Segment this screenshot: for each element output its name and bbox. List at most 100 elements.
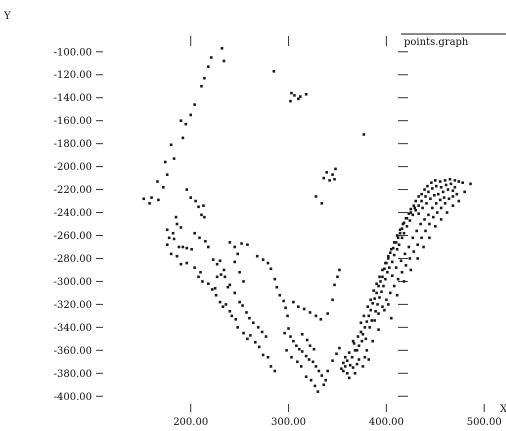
data-point [424,195,427,198]
data-point [368,326,372,329]
data-point [150,196,153,199]
data-point [331,173,334,176]
data-point [443,179,447,182]
data-point [353,349,357,352]
data-point [203,76,206,80]
data-point [175,222,179,226]
data-point [162,185,165,189]
data-point [343,365,347,368]
data-point [378,296,381,299]
data-point [295,344,298,348]
data-point [352,342,356,345]
data-point [313,384,317,388]
y-axis: Y -100.00 -120.00 -140.00 -160.00 -180.00 -20… [3,11,103,403]
data-point [451,204,455,207]
data-point [413,206,417,210]
data-point [333,283,336,287]
x-tick-label: 500.00 [467,417,502,428]
data-point [424,229,427,233]
data-point [408,219,412,222]
data-point [255,254,259,258]
data-point [269,267,273,271]
data-point [284,306,287,310]
data-point [242,331,245,335]
data-point [343,355,347,359]
data-point [396,277,400,281]
data-point [448,177,452,181]
top-tick-group [190,36,387,46]
data-point [374,309,377,313]
data-point [357,358,361,361]
data-point [438,180,442,183]
data-point [405,225,409,228]
data-point [307,358,311,361]
data-point [179,119,183,122]
data-point [189,196,193,199]
data-point [348,363,352,367]
x-tick-label: 200.00 [173,417,208,428]
data-point [222,59,226,63]
data-point [201,280,204,283]
data-point [249,334,252,337]
data-point [165,173,169,176]
data-point [246,243,249,246]
data-point [264,335,268,338]
data-point [387,254,390,258]
data-point [261,258,265,261]
data-point [387,303,390,306]
data-point [375,282,378,286]
data-point [207,282,210,286]
data-point [388,266,391,269]
data-point [200,213,203,217]
data-point [299,365,303,368]
data-point [386,270,389,274]
data-point [334,167,337,171]
y-tick-label: -100.00 [54,47,92,58]
data-point [390,274,394,277]
data-point [353,371,357,375]
data-point [261,353,265,357]
data-point [355,362,359,366]
data-point [304,354,308,358]
data-point [453,185,457,189]
data-point [362,133,366,136]
data-point [257,345,261,349]
data-point [175,254,179,258]
data-point [379,280,382,283]
data-point [242,280,245,283]
data-point [359,321,363,325]
data-point [390,260,394,264]
data-point [305,338,309,342]
y-tick-label: -400.00 [54,392,92,403]
data-point [361,332,365,336]
data-point [409,207,413,211]
data-point [278,293,282,297]
data-point [336,275,339,279]
data-point [434,202,438,205]
data-point [156,180,159,183]
data-point [405,216,409,220]
data-point [355,349,359,352]
data-point [387,257,390,260]
data-point [275,285,279,289]
data-point [381,275,384,279]
data-point [290,355,293,359]
data-point [369,298,373,302]
data-point [311,360,315,364]
data-point [214,293,218,297]
data-point [331,359,334,362]
data-point [325,171,328,174]
data-point [319,318,323,321]
data-point [411,236,415,240]
data-point [246,337,249,341]
data-point [238,270,241,274]
data-point [371,339,374,343]
data-point [438,198,442,202]
data-point [292,300,295,304]
data-point [395,293,399,297]
data-point [407,245,411,249]
data-point [309,378,313,382]
data-point [449,182,453,186]
data-point [447,197,451,201]
